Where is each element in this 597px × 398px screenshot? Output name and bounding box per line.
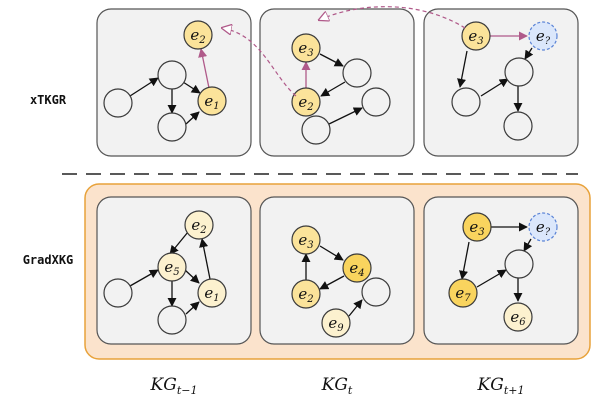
node-label: e2 [298, 93, 313, 113]
entity-node [342, 253, 372, 283]
graph-node [504, 57, 534, 87]
edge [185, 111, 200, 125]
entity-node [197, 86, 227, 116]
entity-node [321, 308, 351, 338]
edge [476, 269, 507, 288]
graph-node [157, 60, 187, 90]
edge [185, 301, 200, 315]
graph-node [103, 278, 133, 308]
node-label: e2 [190, 26, 205, 46]
entity-node [183, 20, 213, 50]
graph-node [157, 305, 187, 335]
node-label: e3 [469, 218, 484, 238]
dashed-arrow [319, 6, 466, 29]
query-node [528, 21, 558, 51]
panel-top-t [259, 8, 415, 157]
node-label: e1 [204, 284, 219, 304]
edge [480, 78, 509, 97]
entity-node [503, 302, 533, 332]
graph-node [103, 88, 133, 118]
entity-node [291, 225, 321, 255]
node-label: e3 [298, 39, 313, 59]
entity-node [291, 87, 321, 117]
column-label-kg-t-plus-1: KGt+1 [477, 375, 525, 397]
edge [319, 275, 345, 290]
edge [182, 81, 201, 94]
node-label: e5 [164, 258, 179, 278]
entity-node [291, 33, 321, 63]
edge [457, 50, 468, 88]
dashed-arrow [222, 28, 297, 97]
edge [459, 241, 470, 280]
graph-node [361, 277, 391, 307]
edge [199, 238, 211, 280]
node-label: e2 [191, 216, 206, 236]
edge [184, 269, 200, 284]
edge [320, 81, 346, 97]
edge [169, 231, 189, 255]
graph-node [503, 111, 533, 141]
node-label: e1 [204, 92, 219, 112]
edge [319, 53, 344, 67]
graph-node [301, 115, 331, 145]
graph-node [451, 87, 481, 117]
row-label-gradxkg: GradXKG [23, 253, 74, 267]
edge [129, 269, 159, 287]
edge [348, 299, 363, 317]
node-label: e4 [349, 259, 364, 279]
graph-node [361, 87, 391, 117]
query-node [528, 212, 558, 242]
graph-node [342, 58, 372, 88]
edge [328, 107, 363, 125]
edge [129, 77, 159, 97]
column-label-kg-t-minus-1: KGt−1 [150, 375, 198, 397]
node-label: e9 [328, 314, 344, 334]
graph-node [157, 112, 187, 142]
node-label: e2 [298, 285, 313, 305]
node-label: e? [536, 27, 551, 47]
node-label: e3 [468, 27, 483, 47]
node-label: e3 [298, 231, 313, 251]
edge [523, 238, 533, 252]
edge [319, 245, 344, 261]
edge [524, 47, 534, 60]
entity-node [291, 279, 321, 309]
entity-node [461, 21, 491, 51]
entity-node [448, 278, 478, 308]
graph-node [504, 249, 534, 279]
entity-node [157, 252, 187, 282]
path-edge [198, 48, 210, 89]
node-label: e7 [455, 284, 471, 304]
node-label: e6 [510, 308, 526, 328]
entity-node [184, 210, 214, 240]
entity-node [462, 212, 492, 242]
entity-node [197, 278, 227, 308]
row-label-xtkgr: xTKGR [30, 93, 67, 107]
node-label: e? [536, 218, 551, 238]
column-label-kg-t: KGt [321, 375, 353, 397]
panel-bottom-t-plus-1 [423, 196, 579, 345]
